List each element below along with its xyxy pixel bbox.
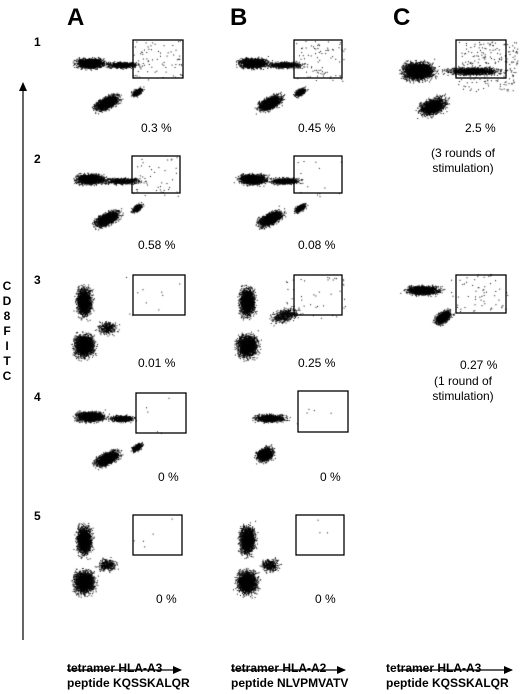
gate-box-a3	[132, 274, 186, 316]
y-axis-label: C D 8 F I T C	[1, 279, 13, 384]
y-axis-label-char: I	[5, 339, 9, 353]
percent-a4: 0 %	[158, 470, 179, 484]
gate-box-b5	[295, 514, 345, 556]
x-axis-title-a-line1: tetramer HLA-A3	[67, 661, 163, 675]
percent-b5: 0 %	[315, 592, 336, 606]
percent-b4: 0 %	[320, 470, 341, 484]
scatter-plot-a4	[62, 388, 187, 483]
percent-b3: 0.25 %	[298, 356, 336, 370]
percent-a3: 0.01 %	[138, 356, 176, 370]
scatter-plot-a1	[62, 36, 187, 126]
note-c3-line: stimulation)	[432, 389, 494, 403]
percent-b1: 0.45 %	[298, 121, 336, 135]
gate-box-a2	[131, 155, 181, 194]
percent-b2: 0.08 %	[298, 238, 336, 252]
row-number-4: 4	[34, 390, 41, 404]
x-axis-title-b-line2: peptide NLVPMVATV	[231, 676, 349, 690]
row-number-1: 1	[34, 35, 41, 49]
scatter-plot-b1	[225, 36, 350, 126]
row-number-3: 3	[34, 273, 41, 287]
scatter-plot-a2	[62, 152, 187, 242]
y-axis-label-char: D	[2, 294, 12, 308]
y-axis-label-char: T	[3, 354, 11, 368]
gate-box-a5	[132, 514, 183, 556]
scatter-plot-b5	[225, 510, 350, 610]
scatter-plot-b4	[225, 388, 350, 483]
note-c1-line: (3 rounds of	[430, 146, 496, 160]
note-c3-line: (1 round of	[433, 374, 493, 388]
x-axis-title-c-line1: tetramer HLA-A3	[386, 661, 482, 675]
scatter-plot-c1	[388, 36, 520, 126]
gate-box-b1	[293, 39, 343, 79]
x-axis-title-b-line1: tetramer HLA-A2	[231, 661, 327, 675]
note-c1-line: stimulation)	[432, 161, 494, 175]
percent-a1: 0.3 %	[141, 121, 172, 135]
percent-c3: 0.27 %	[460, 358, 498, 372]
x-axis-title-a-line2: peptide KQSSKALQR	[67, 676, 190, 690]
percent-c1: 2.5 %	[465, 121, 496, 135]
y-axis-label-char: C	[2, 369, 12, 383]
column-header-b: B	[230, 4, 248, 31]
column-header-a: A	[67, 4, 85, 31]
x-axis-title-c: tetramer HLA-A3 peptide KQSSKALQR	[386, 661, 509, 691]
note-c1: (3 rounds of stimulation)	[414, 146, 512, 176]
scatter-plot-a5	[62, 510, 187, 610]
y-axis-label-char: 8	[3, 309, 11, 323]
column-header-c: C	[393, 4, 411, 31]
gate-box-a4	[135, 392, 187, 434]
gate-box-b2	[293, 155, 343, 194]
scatter-plot-b3	[225, 270, 350, 375]
percent-a5: 0 %	[156, 592, 177, 606]
gate-box-c1	[455, 39, 507, 79]
x-axis-title-c-line2: peptide KQSSKALQR	[386, 676, 509, 690]
percent-a2: 0.58 %	[138, 238, 176, 252]
gate-box-b4	[297, 390, 349, 433]
x-axis-title-b: tetramer HLA-A2 peptide NLVPMVATV	[231, 661, 348, 691]
note-c3: (1 round of stimulation)	[414, 374, 512, 404]
x-axis-title-a: tetramer HLA-A3 peptide KQSSKALQR	[67, 661, 190, 691]
y-axis-label-char: C	[2, 279, 12, 293]
gate-box-a1	[132, 39, 184, 79]
row-number-5: 5	[34, 509, 41, 523]
scatter-plot-a3	[62, 270, 187, 375]
gate-box-c3	[455, 274, 507, 314]
gate-box-b3	[293, 274, 343, 316]
scatter-plot-c3	[388, 272, 513, 352]
scatter-plot-b2	[225, 152, 350, 242]
y-axis-label-char: F	[3, 324, 11, 338]
row-number-2: 2	[34, 152, 41, 166]
